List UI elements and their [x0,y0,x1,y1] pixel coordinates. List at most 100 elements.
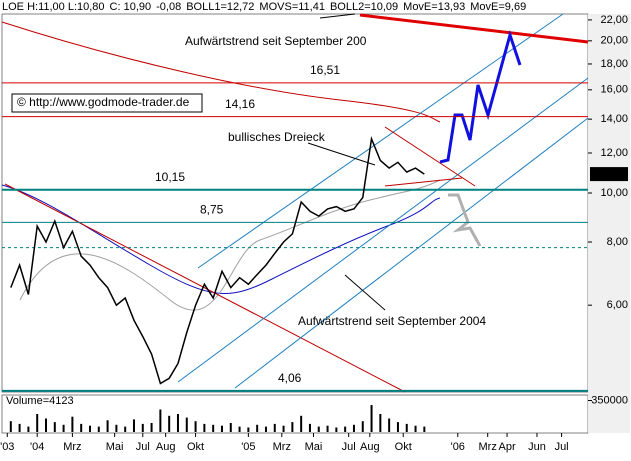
header: LOE H:11,00 L:10,80 C: 10,90 -0,08 BOLL1=12… [2,1,526,13]
y-tick-label: 12,00 [600,147,628,159]
header-item: BOLL2=10,09 [330,1,398,13]
long-moving-average [1,21,441,123]
header-item: BOLL1=12,72 [186,1,254,13]
projection [439,29,522,164]
volume-bar [132,419,135,432]
header-item: MOVS=11,41 [259,1,325,13]
volume-bar [264,426,267,432]
y-tick-label: 18,00 [600,58,628,70]
volume-bar [18,423,21,432]
x-tick-label: '03 [0,441,14,453]
arrow [307,142,376,166]
channel-line [177,77,589,383]
volume-bar [379,414,382,432]
x-tick-label: Mrz [479,441,497,453]
volume-bar [62,424,65,432]
x-tick-label: '05 [241,441,255,453]
volume-bar [220,425,223,432]
x-tick-label: Okt [187,441,204,453]
arrow [319,13,356,19]
volume-bar [97,426,100,432]
volume-bar [194,421,197,432]
volume-bar [414,425,417,432]
x-tick-label: '04 [30,441,44,453]
volume-bar [159,409,162,432]
volume-bar [396,422,399,432]
y-tick-label: 10,00 [600,187,628,199]
header-item: MovE=9,69 [470,1,526,13]
volume-bar [27,426,30,432]
y-tick-label: 8,00 [607,236,628,248]
y-tick-label: 22,00 [600,14,628,26]
header-item: MovE=13,93 [403,1,465,13]
annotation: Aufwärtstrend seit September 200 [185,34,367,48]
volume-bar [53,422,56,432]
volume-bar [370,405,373,432]
volume-tick-label: 350000 [591,394,628,406]
y-tick-label: 6,00 [607,299,628,311]
trend-line [359,13,589,44]
x-tick-label: Mrz [273,441,291,453]
price-line [10,135,425,385]
volume-bar [247,427,250,432]
level-label: 8,75 [200,203,224,217]
volume-bar [212,424,215,432]
volume-bar [423,426,426,432]
volume-bar [141,423,144,432]
x-tick-label: Okt [395,441,412,453]
triangle-line [384,177,463,187]
copyright-box [11,93,203,113]
volume-bar [335,427,338,432]
alt-projection [448,193,482,247]
x-tick-label: Jul [342,441,356,453]
x-tick-label: Aug [360,441,380,453]
arrow [344,274,386,311]
y-tick-label: 16,00 [600,84,628,96]
channel-line [234,117,589,389]
volume-bar [115,424,118,432]
volume-bar [256,424,259,432]
volume-bar [317,426,320,432]
volume-bar [203,423,206,432]
x-tick-label: Jul [555,441,569,453]
y-tick-label: 14,00 [600,113,628,125]
triangle-line [384,126,476,187]
drawings [1,13,589,393]
volume-bar [361,421,364,432]
channel-line [197,13,564,269]
level-label: 4,06 [278,371,302,385]
volume-bar [150,423,153,432]
x-tick-label: '06 [451,441,465,453]
volume-bar [344,426,347,432]
x-tick-label: Jun [528,441,546,453]
volume-bar [405,423,408,432]
volume-bar [9,421,12,432]
annotation: bullisches Dreieck [228,130,326,144]
x-tick-label: Jul [136,441,150,453]
volume-label: Volume=4123 [6,395,74,407]
header-item: C: 10,90 [110,1,152,13]
volume-bar [176,414,179,432]
level-label: 14,16 [225,97,255,111]
x-tick-label: Aug [156,441,176,453]
volume-bar [168,415,171,432]
bollinger-upper [19,179,441,311]
volume-bar [124,426,127,432]
x-tick-label: Mai [106,441,124,453]
level-label: 10,15 [155,170,185,184]
volume-bar [388,418,391,432]
y-tick-label: 20,00 [600,35,628,47]
axis-panel [588,14,630,433]
volume-bar [36,414,39,432]
volume-bar [291,422,294,432]
volume-bar [273,423,276,432]
header-item: -0,08 [156,1,181,13]
volume-bar [229,423,232,432]
volume-bar [185,417,188,432]
x-tick-label: Mai [305,441,323,453]
volume-bar [300,415,303,432]
volume-bar [352,424,355,432]
header-item: LOE H:11,00 L:10,80 [2,1,105,13]
